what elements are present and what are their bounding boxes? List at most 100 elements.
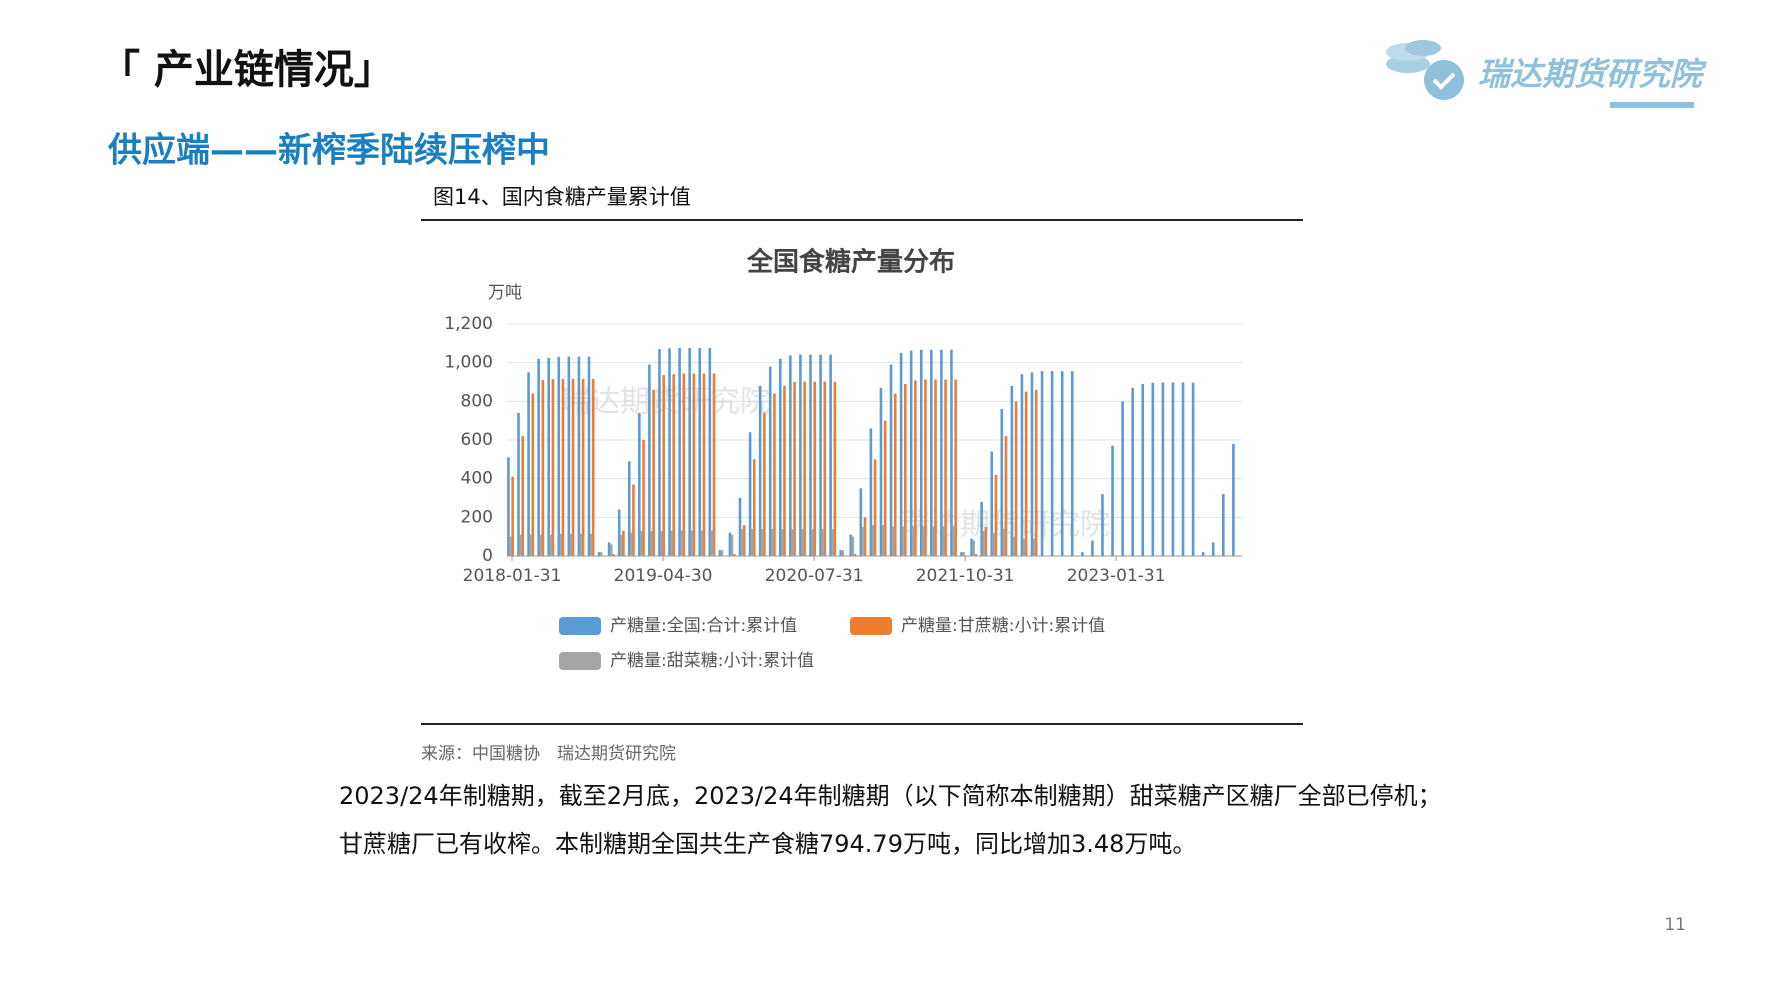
bar (1034, 389, 1038, 556)
bar (841, 550, 845, 556)
bar (632, 484, 635, 556)
bar (891, 526, 895, 556)
bar (652, 389, 655, 556)
bar (559, 533, 563, 556)
bar (680, 530, 683, 556)
bar (803, 381, 806, 556)
legend-swatch (559, 652, 601, 670)
bar (984, 527, 988, 556)
bar (922, 526, 925, 556)
bar (529, 534, 532, 556)
logo: 瑞达期货研究院 (1386, 40, 1707, 108)
bar (919, 349, 923, 556)
bar (630, 532, 633, 556)
bar (708, 347, 712, 556)
bar (1024, 391, 1028, 556)
bar (990, 451, 994, 556)
bar (678, 347, 681, 556)
x-tick-label: 2020-07-31 (765, 566, 864, 586)
bar (952, 526, 955, 556)
source: 来源：中国糖协 瑞达期货研究院 (421, 744, 676, 764)
bar (924, 379, 927, 556)
bar (1091, 540, 1094, 556)
bar (962, 552, 965, 556)
bar (771, 528, 774, 556)
y-unit: 万吨 (488, 283, 522, 303)
bar (627, 461, 631, 556)
bar (619, 534, 623, 556)
bar (617, 509, 621, 556)
y-tick-label: 600 (461, 430, 493, 450)
bar (1040, 371, 1044, 556)
bar (597, 552, 601, 556)
bar (517, 412, 520, 556)
bar (668, 348, 671, 556)
bar (658, 349, 661, 556)
y-tick-label: 800 (461, 391, 493, 411)
bar (889, 364, 893, 556)
bar (648, 364, 651, 556)
bar (1131, 387, 1134, 556)
bar (932, 526, 935, 556)
legend-label: 产糖量:甜菜糖:小计:累计值 (610, 651, 814, 671)
bar (1191, 382, 1195, 556)
bar (702, 373, 706, 556)
bar (911, 526, 915, 556)
bar (728, 532, 732, 556)
bar (569, 533, 573, 556)
bar (750, 528, 754, 556)
bar (1232, 443, 1235, 556)
bar (1101, 494, 1104, 556)
bar (811, 529, 814, 556)
bar (1012, 536, 1016, 556)
bar (881, 525, 885, 556)
bar (682, 373, 686, 556)
y-tick-label: 1,000 (444, 353, 493, 373)
bar (829, 354, 832, 556)
bar (692, 373, 696, 556)
bar (960, 552, 963, 556)
bar (823, 381, 827, 556)
y-tick-label: 0 (482, 546, 493, 566)
bar (609, 544, 613, 556)
bar (607, 542, 611, 556)
bar (1000, 409, 1004, 556)
bar (1060, 371, 1064, 556)
bar (622, 530, 625, 556)
x-tick-label: 2023-01-31 (1067, 566, 1166, 586)
bar (1111, 445, 1114, 556)
bar (509, 536, 512, 556)
figure-caption: 图14、国内食糖产量累计值 (433, 185, 691, 209)
x-tick-label: 2019-04-30 (614, 566, 713, 586)
bar (700, 530, 704, 556)
paragraph-line: 甘蔗糖厂已有收榨。本制糖期全国共生产食糖794.79万吨，同比增加3.48万吨。 (339, 830, 1196, 858)
chart-title: 全国食糖产量分布 (746, 247, 955, 278)
bar (660, 530, 663, 556)
bar (599, 552, 603, 556)
bar (539, 534, 543, 556)
bar (930, 349, 933, 556)
bar (1081, 552, 1084, 556)
bar (883, 420, 887, 556)
bar (940, 349, 943, 556)
bar (1161, 382, 1165, 556)
bar (1070, 371, 1074, 556)
bar (541, 380, 545, 556)
watermark: 瑞达期货研究院 (560, 385, 770, 420)
bar (781, 528, 784, 556)
bar (1181, 382, 1185, 556)
bar (879, 387, 883, 556)
bar (791, 529, 794, 556)
bar (972, 540, 975, 556)
page-number: 11 (1664, 915, 1686, 935)
bar (551, 379, 555, 556)
bar (901, 526, 905, 556)
bar (821, 529, 824, 556)
bar (899, 353, 903, 556)
bar (718, 550, 722, 556)
bar (994, 474, 998, 556)
bar (773, 393, 776, 556)
bar (809, 354, 812, 556)
